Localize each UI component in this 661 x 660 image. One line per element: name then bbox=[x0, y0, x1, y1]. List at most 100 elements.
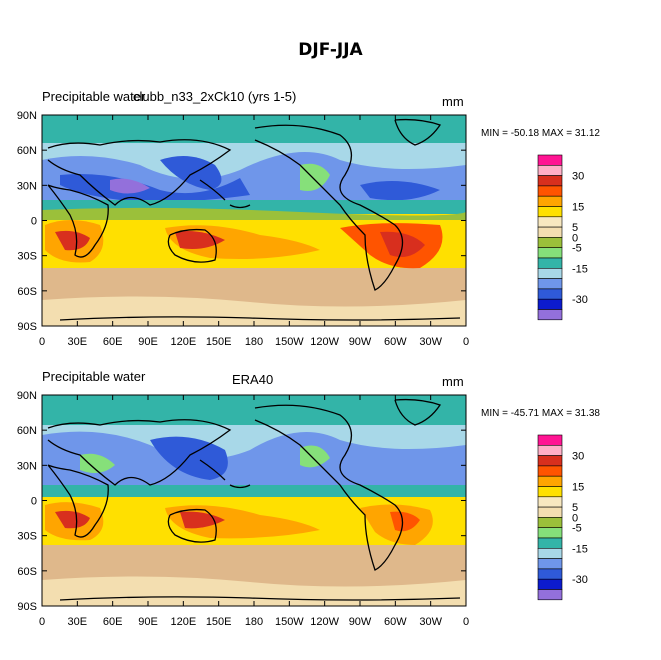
panel2-units: mm bbox=[442, 374, 464, 389]
panel1-x-tick-label: 150E bbox=[206, 336, 232, 348]
panel2-colorbar-box bbox=[537, 568, 563, 580]
panel1-colorbar-label: 0 bbox=[572, 232, 578, 244]
panel2-y-tick-label: 0 bbox=[31, 496, 37, 508]
panel2-y-tick-label: 90N bbox=[17, 390, 37, 402]
panel2-axes: 0 30E 60E 90E 120E 150E 180 150W 120W 90W 60W 30W 09… bbox=[17, 390, 469, 628]
figure-title: DJF-JJA bbox=[298, 40, 363, 60]
panel1-x-tick-label: 180 bbox=[245, 336, 263, 348]
panel2-colorbar-box bbox=[537, 486, 563, 498]
panel1-colorbar-box bbox=[537, 309, 563, 321]
panel1-colorbar-box bbox=[537, 154, 563, 166]
panel2-x-tick-label: 0 bbox=[39, 616, 45, 628]
panel1-colorbar-box bbox=[537, 195, 563, 207]
panel2-colorbar-box bbox=[537, 434, 563, 446]
panel1-y-tick-label: 60N bbox=[17, 145, 37, 157]
panel1-colorbar-box bbox=[537, 216, 563, 228]
panel1-y-tick-label: 30S bbox=[17, 251, 37, 263]
panel2-x-tick-label: 30E bbox=[68, 616, 88, 628]
panel1-colorbar-box bbox=[537, 278, 563, 290]
panel2-colorbar-box bbox=[537, 578, 563, 590]
panel2-map bbox=[41, 394, 467, 607]
panel1-colorbar-label: -30 bbox=[572, 294, 588, 306]
panel2-colorbar-box bbox=[537, 589, 563, 601]
panel1-colorbar-box bbox=[537, 206, 563, 218]
panel2-colorbar-box bbox=[537, 465, 563, 477]
panel1-units: mm bbox=[442, 94, 464, 109]
panel1-case-label: clubb_n33_2xCk10 (yrs 1-5) bbox=[133, 89, 297, 104]
panel1-x-tick-label: 60E bbox=[103, 336, 123, 348]
panel1-x-tick-label: 60W bbox=[384, 336, 407, 348]
panel2-colorbar-label: 15 bbox=[572, 482, 584, 494]
panel1-x-tick-label: 120W bbox=[310, 336, 339, 348]
panel1-colorbar-label: 5 bbox=[572, 222, 578, 234]
panel2-colorbar-box bbox=[537, 547, 563, 559]
panel2-x-tick-label: 90W bbox=[349, 616, 372, 628]
panel2-colorbar-label: 30 bbox=[572, 451, 584, 463]
panel2-colorbar-label: 0 bbox=[572, 512, 578, 524]
panel2-y-tick-label: 60S bbox=[17, 566, 37, 578]
panel2-x-tick-label: 60W bbox=[384, 616, 407, 628]
panel2-y-tick-label: 30N bbox=[17, 460, 37, 472]
panel2-x-tick-label: 120W bbox=[310, 616, 339, 628]
panel2-x-tick-label: 30W bbox=[419, 616, 442, 628]
panel1-y-tick-label: 0 bbox=[31, 216, 37, 228]
panel1-colorbar-box bbox=[537, 175, 563, 187]
panel2-case-label: ERA40 bbox=[232, 372, 274, 387]
panel2-colorbar-box bbox=[537, 444, 563, 456]
panel1-colorbar-label: 15 bbox=[572, 202, 584, 214]
panel1-x-tick-label: 120E bbox=[170, 336, 196, 348]
panel1-colorbar-label: 30 bbox=[572, 171, 584, 183]
panel2-field-label: Precipitable water bbox=[42, 369, 146, 384]
panel1-colorbar: 30 15 50-5 -15 -30 bbox=[537, 154, 588, 321]
panel1-colorbar-box bbox=[537, 267, 563, 279]
panel2-x-tick-label: 90E bbox=[138, 616, 158, 628]
panel1-colorbar-label: -5 bbox=[572, 243, 582, 255]
panel1-colorbar-box bbox=[537, 237, 563, 248]
panel1-colorbar-box bbox=[537, 288, 563, 300]
panel2-colorbar-box bbox=[537, 527, 563, 539]
panel1-y-tick-label: 30N bbox=[17, 180, 37, 192]
panel2-colorbar-box bbox=[537, 537, 563, 549]
panel2-x-tick-label: 60E bbox=[103, 616, 123, 628]
panel2-colorbar-box bbox=[537, 558, 563, 570]
panel2-x-tick-label: 150E bbox=[206, 616, 232, 628]
panel1-x-tick-label: 150W bbox=[275, 336, 304, 348]
panel2-colorbar-box bbox=[537, 506, 563, 518]
panel1-colorbar-box bbox=[537, 185, 563, 197]
panel2-colorbar-box bbox=[537, 455, 563, 467]
panel1-field-label: Precipitable water bbox=[42, 89, 146, 104]
panel1-min-max: MIN = -50.18 MAX = 31.12 bbox=[481, 128, 600, 139]
panel1-y-tick-label: 90N bbox=[17, 110, 37, 122]
panel1-x-tick-label: 0 bbox=[463, 336, 469, 348]
panel1-colorbar-box bbox=[537, 165, 563, 176]
panel2-colorbar-label: -5 bbox=[572, 523, 582, 535]
panel1-colorbar-box bbox=[537, 247, 563, 259]
panel1-colorbar-box bbox=[537, 298, 563, 310]
panel2-colorbar-label: 5 bbox=[572, 502, 578, 514]
panel1-y-tick-label: 60S bbox=[17, 286, 37, 298]
panel2-x-tick-label: 120E bbox=[170, 616, 196, 628]
panel1-y-tick-label: 90S bbox=[17, 321, 37, 333]
panel2-y-tick-label: 90S bbox=[17, 601, 37, 613]
panel2-colorbar-label: -30 bbox=[572, 574, 588, 586]
panel1-colorbar-label: -15 bbox=[572, 263, 588, 275]
panel2-y-tick-label: 60N bbox=[17, 425, 37, 437]
panel2-colorbar-box bbox=[537, 517, 563, 529]
panel2-colorbar-box bbox=[537, 475, 563, 487]
panel1-x-tick-label: 0 bbox=[39, 336, 45, 348]
panel1-x-tick-label: 30E bbox=[68, 336, 88, 348]
panel1-x-tick-label: 90E bbox=[138, 336, 158, 348]
panel1-x-tick-label: 90W bbox=[349, 336, 372, 348]
panel2-min-max: MIN = -45.71 MAX = 31.38 bbox=[481, 408, 600, 419]
panel1-colorbar-box bbox=[537, 226, 563, 238]
panel2-x-tick-label: 0 bbox=[463, 616, 469, 628]
panel2-colorbar: 30 15 50-5 -15 -30 bbox=[537, 434, 588, 601]
panel2-x-tick-label: 180 bbox=[245, 616, 263, 628]
panel2-x-tick-label: 150W bbox=[275, 616, 304, 628]
panel1-x-tick-label: 30W bbox=[419, 336, 442, 348]
panel1-colorbar-box bbox=[537, 257, 563, 269]
panel2-y-tick-label: 30S bbox=[17, 531, 37, 543]
panel2-colorbar-box bbox=[537, 496, 563, 508]
panel2-colorbar-label: -15 bbox=[572, 543, 588, 555]
